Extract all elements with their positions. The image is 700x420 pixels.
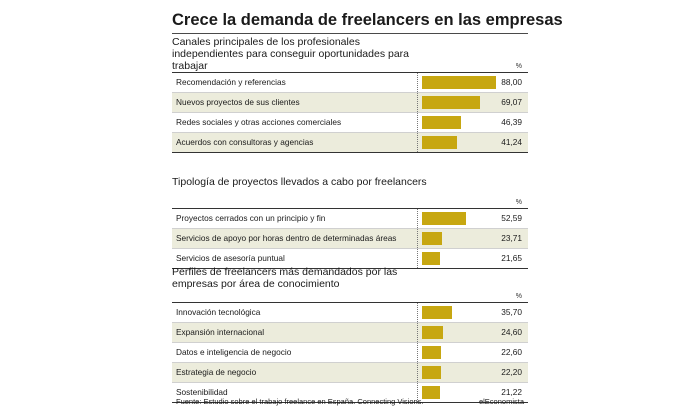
category-label: Expansión internacional (176, 327, 265, 337)
bar-rows: Proyectos cerrados con un principio y fi… (172, 208, 528, 269)
divider (417, 343, 418, 362)
bar-row: Proyectos cerrados con un principio y fi… (172, 209, 528, 229)
bar-row: Datos e inteligencia de negocio 22,60 (172, 343, 528, 363)
source-note: Fuente: Estudio sobre el trabajo freelan… (176, 397, 424, 406)
bar-row: Acuerdos con consultoras y agencias 41,24 (172, 133, 528, 153)
value-label: 22,20 (501, 367, 522, 377)
divider (417, 113, 418, 132)
bar (422, 212, 467, 225)
value-label: 46,39 (501, 117, 522, 127)
divider (417, 133, 418, 152)
category-label: Estrategia de negocio (176, 367, 257, 377)
bar (422, 306, 452, 319)
value-label: 24,60 (501, 327, 522, 337)
category-label: Servicios de apoyo por horas dentro de d… (176, 233, 397, 243)
divider (417, 363, 418, 382)
value-label: 22,60 (501, 347, 522, 357)
bar-row: Redes sociales y otras acciones comercia… (172, 113, 528, 133)
bar-row: Servicios de apoyo por horas dentro de d… (172, 229, 528, 249)
bar-row: Recomendación y referencias 88,00 (172, 73, 528, 93)
category-label: Sostenibilidad (176, 387, 228, 397)
value-label: 88,00 (501, 77, 522, 87)
bar-rows: Innovación tecnológica 35,70 Expansión int… (172, 302, 528, 403)
bar (422, 326, 443, 339)
bar (422, 386, 440, 399)
infographic: Crece la demanda de freelancers en las e… (172, 10, 563, 410)
chart-title: Crece la demanda de freelancers en las e… (172, 10, 563, 34)
chart-section: Tipología de proyectos llevados a cabo p… (172, 176, 528, 269)
value-label: 41,24 (501, 137, 522, 147)
bar (422, 346, 441, 359)
value-label: 52,59 (501, 213, 522, 223)
bar (422, 116, 461, 129)
bar (422, 136, 457, 149)
unit-label: % (515, 199, 522, 206)
bar-row: Nuevos proyectos de sus clientes 69,07 (172, 93, 528, 113)
value-label: 21,65 (501, 253, 522, 263)
category-label: Nuevos proyectos de sus clientes (176, 97, 300, 107)
value-label: 21,22 (501, 387, 522, 397)
value-label: 35,70 (501, 307, 522, 317)
bar (422, 76, 496, 89)
bar-row: Servicios de asesoría puntual 21,65 (172, 249, 528, 269)
section-title: Tipología de proyectos llevados a cabo p… (172, 176, 427, 188)
divider (417, 73, 418, 92)
bar-row: Estrategia de negocio 22,20 (172, 363, 528, 383)
publisher-credit: elEconomista (478, 397, 524, 406)
divider (417, 303, 418, 322)
bar-row: Expansión internacional 24,60 (172, 323, 528, 343)
category-label: Acuerdos con consultoras y agencias (176, 137, 314, 147)
bar-row: Innovación tecnológica 35,70 (172, 303, 528, 323)
value-label: 23,71 (501, 233, 522, 243)
bar (422, 252, 441, 265)
section-title: Canales principales de los profesionales… (172, 36, 410, 72)
divider (417, 323, 418, 342)
chart-section: Canales principales de los profesionales… (172, 36, 528, 153)
section-title: Perfiles de freelancers más demandados p… (172, 266, 398, 290)
divider (417, 383, 418, 402)
divider (417, 209, 418, 228)
bar (422, 232, 442, 245)
category-label: Innovación tecnológica (176, 307, 261, 317)
value-label: 69,07 (501, 97, 522, 107)
bar-row: Sostenibilidad 21,22 (172, 383, 528, 403)
category-label: Redes sociales y otras acciones comercia… (176, 117, 342, 127)
bar (422, 96, 481, 109)
category-label: Recomendación y referencias (176, 77, 286, 87)
category-label: Proyectos cerrados con un principio y fi… (176, 213, 326, 223)
divider (417, 229, 418, 248)
category-label: Servicios de asesoría puntual (176, 253, 285, 263)
divider (417, 93, 418, 112)
bar-rows: Recomendación y referencias 88,00 Nuevos p… (172, 72, 528, 153)
category-label: Datos e inteligencia de negocio (176, 347, 292, 357)
unit-label: % (515, 293, 522, 300)
unit-label: % (515, 63, 522, 70)
divider (417, 249, 418, 268)
footer: Fuente: Estudio sobre el trabajo freelan… (172, 395, 528, 409)
chart-section: Perfiles de freelancers más demandados p… (172, 266, 528, 403)
bar (422, 366, 441, 379)
